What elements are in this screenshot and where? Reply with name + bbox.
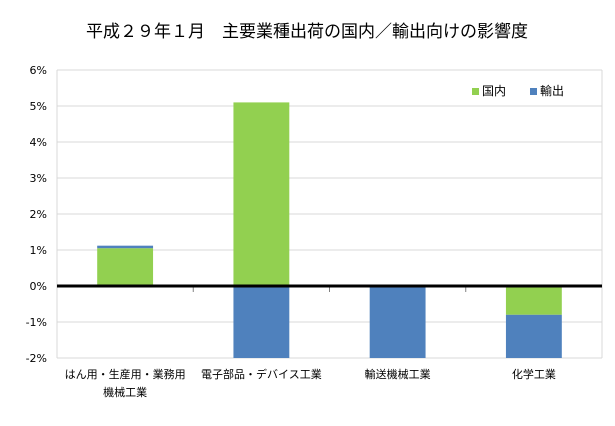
legend-label: 輸出 <box>540 83 564 98</box>
legend-swatch <box>472 88 479 95</box>
bar-domestic <box>505 286 562 315</box>
y-tick-label: 6% <box>30 64 47 77</box>
bars <box>97 102 562 358</box>
x-category-label: 化学工業 <box>512 367 556 381</box>
x-category-label: 機械工業 <box>103 385 147 399</box>
x-category-label: 電子部品・デバイス工業 <box>201 367 322 381</box>
bar-export <box>505 314 562 358</box>
legend: 国内 輸出 <box>472 83 564 98</box>
y-tick-label: 3% <box>30 172 47 185</box>
chart-title: 平成２９年１月 主要業種出荷の国内／輸出向けの影響度 <box>86 22 528 42</box>
y-tick-label: 4% <box>30 136 47 149</box>
y-tick-label: 2% <box>30 208 47 221</box>
bar-export <box>233 286 290 358</box>
y-tick-label: 5% <box>30 100 47 113</box>
bar-export <box>369 286 426 358</box>
legend-label: 国内 <box>482 84 506 98</box>
y-tick-label: 0% <box>30 280 47 293</box>
legend-swatch <box>530 88 537 95</box>
y-tick-label: 1% <box>30 244 47 257</box>
bar-domestic <box>233 102 290 287</box>
x-category-label: 輸送機械工業 <box>365 367 431 381</box>
y-tick-label: -2% <box>26 352 47 365</box>
y-axis-tick-labels: -2% -1% 0% 1% 2% 3% 4% 5% 6% <box>26 64 47 365</box>
x-category-label: はん用・生産用・業務用 <box>65 367 186 381</box>
y-tick-label: -1% <box>26 316 47 329</box>
bar-domestic <box>97 248 154 286</box>
bar-export <box>97 245 154 249</box>
axes <box>56 70 603 358</box>
